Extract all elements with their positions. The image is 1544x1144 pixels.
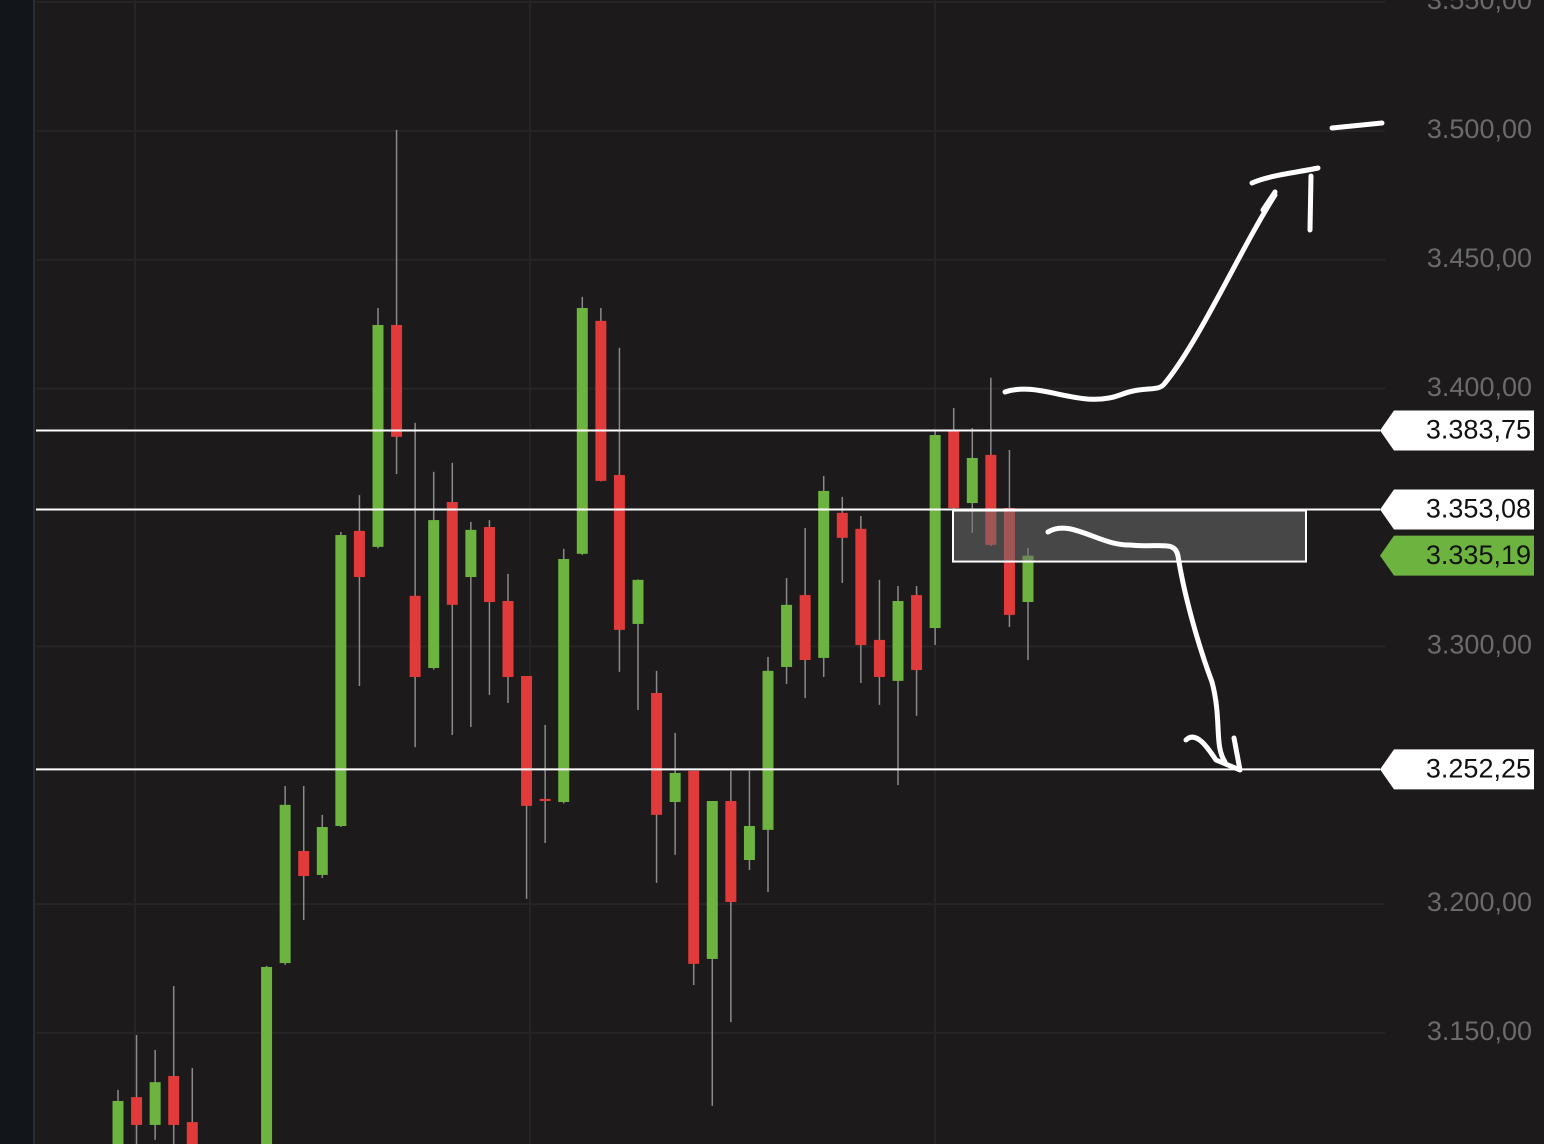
target-dash: [1329, 120, 1385, 131]
candle-body: [892, 600, 904, 681]
current-price-tag: [1380, 535, 1534, 576]
candle-body: [799, 595, 811, 661]
candle-body: [669, 772, 681, 803]
candle-body: [279, 804, 291, 964]
candle-body: [725, 800, 737, 903]
candle-body: [112, 1100, 124, 1144]
side-strip: [0, 0, 34, 1144]
candle-body: [409, 595, 421, 678]
y-tick-label: 3.300,00: [1427, 629, 1532, 659]
down-arrow-path: [1045, 525, 1228, 765]
y-tick-label: 3.400,00: [1427, 372, 1532, 402]
grid: [36, 0, 1385, 1144]
candle-body: [465, 529, 477, 578]
y-tick-label: 3.150,00: [1427, 1016, 1532, 1046]
candle-body: [391, 324, 403, 437]
price-line-label: 3.383,75: [1426, 415, 1531, 445]
y-tick-label: 3.200,00: [1427, 887, 1532, 917]
candle-body: [781, 604, 793, 667]
candle-body: [261, 966, 273, 1144]
candle-body: [911, 595, 923, 671]
candle-body: [502, 600, 514, 678]
candle-body: [762, 670, 774, 830]
candle-body: [743, 825, 755, 860]
candle-body: [985, 454, 997, 545]
candle-body: [186, 1122, 198, 1144]
candle-body: [558, 558, 570, 803]
candle-body: [613, 474, 625, 630]
candle-body: [372, 324, 384, 547]
current-price-label: 3.335,19: [1426, 540, 1531, 570]
candle-body: [836, 512, 848, 538]
price-line-label: 3.252,25: [1426, 754, 1531, 784]
candle-body: [632, 579, 644, 624]
candle-body: [298, 850, 310, 876]
candle-body: [316, 827, 328, 875]
down-arrow-head: [1183, 734, 1243, 773]
candle-body: [855, 528, 867, 646]
candle-body: [595, 320, 607, 481]
candle-body: [168, 1075, 180, 1125]
price-line-tag: [1380, 489, 1534, 530]
candle-body: [483, 527, 495, 603]
candle-body: [1022, 555, 1034, 603]
candle-body: [353, 530, 365, 578]
candle-body: [873, 639, 885, 678]
candle-body: [521, 675, 533, 806]
up-arrow-head: [1249, 165, 1321, 233]
y-tick-label: 3.450,00: [1427, 243, 1532, 273]
price-line-label: 3.353,08: [1426, 494, 1531, 524]
up-arrow-path: [1002, 192, 1278, 402]
candle-body: [706, 800, 718, 959]
price-line-tag: [1380, 410, 1534, 451]
plot: [112, 129, 1034, 1144]
candle-body: [149, 1082, 161, 1125]
hand-drawing: [1002, 120, 1385, 773]
candle-body: [966, 457, 978, 504]
y-tick-label: 3.500,00: [1427, 114, 1532, 144]
candle-body: [131, 1097, 143, 1125]
candle-body: [651, 692, 663, 815]
candle-body: [929, 435, 941, 629]
candle-body: [446, 502, 458, 605]
candle-body: [818, 490, 830, 658]
candle-body: [335, 535, 347, 826]
price-line-tag: [1380, 749, 1534, 790]
candle-body: [539, 798, 551, 801]
zone-box: [952, 509, 1307, 563]
y-tick-label: 3.550,00: [1427, 0, 1532, 15]
candle-body: [688, 770, 700, 964]
candle-body: [948, 429, 960, 508]
candle-body: [428, 520, 440, 668]
